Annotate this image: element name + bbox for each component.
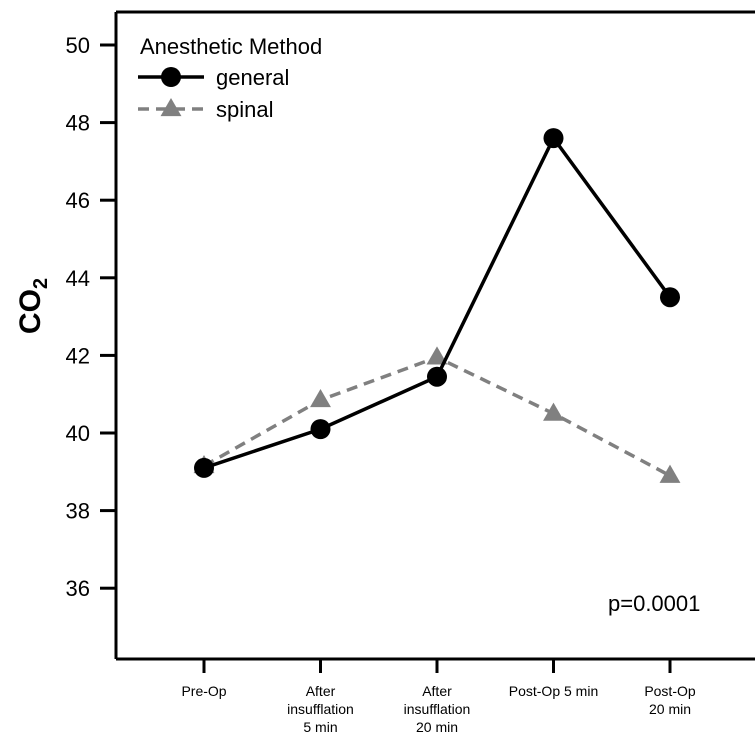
legend-title: Anesthetic Method — [140, 34, 322, 59]
x-tick-label-line: After — [422, 683, 452, 699]
x-tick-label-line: Pre-Op — [181, 683, 226, 699]
y-axis-label: CO2 — [14, 278, 52, 334]
legend-item-spinal: spinal — [138, 97, 273, 122]
y-tick-label-38: 38 — [66, 499, 90, 524]
point-general-4 — [660, 287, 680, 308]
legend-item-general: general — [138, 65, 289, 90]
y-tick-label-44: 44 — [66, 266, 90, 291]
point-general-0 — [194, 457, 214, 478]
x-tick-label-line: 20 min — [416, 719, 458, 735]
point-spinal-2 — [426, 346, 448, 365]
y-tick-label-36: 36 — [66, 576, 90, 601]
x-tick-label-line: After — [306, 683, 336, 699]
point-spinal-3 — [543, 402, 564, 421]
y-axis-label-subscript: 2 — [30, 278, 52, 289]
point-general-1 — [310, 419, 331, 440]
legend-marker-spinal — [160, 98, 182, 117]
y-axis-label-main: CO — [14, 289, 47, 334]
legend-label-general: general — [216, 65, 289, 90]
x-tick-label-1: After insufflation 5 min — [287, 683, 354, 735]
series-general — [194, 128, 680, 478]
point-spinal-4 — [659, 464, 681, 483]
y-axis: 36 38 40 42 44 46 48 50 — [66, 33, 116, 601]
x-tick-label-line: insufflation — [404, 701, 471, 717]
legend-marker-general — [161, 67, 181, 87]
x-tick-label-line: insufflation — [287, 701, 354, 717]
series-line-general — [203, 134, 672, 470]
x-tick-label-4: Post-Op 20 min — [644, 683, 696, 717]
plot-frame — [114, 10, 755, 661]
x-tick-label-line: Post-Op 5 min — [509, 683, 598, 699]
y-tick-label-50: 50 — [66, 33, 90, 58]
y-tick-label-46: 46 — [66, 188, 90, 213]
point-spinal-1 — [310, 389, 331, 408]
p-value-annotation: p=0.0001 — [608, 591, 700, 616]
legend-label-spinal: spinal — [216, 97, 273, 122]
x-tick-label-line: 5 min — [303, 719, 337, 735]
point-general-3 — [543, 128, 564, 149]
x-tick-label-2: After insufflation 20 min — [404, 683, 471, 735]
x-tick-label-0: Pre-Op — [181, 683, 226, 699]
point-general-2 — [427, 366, 447, 387]
y-tick-label-40: 40 — [66, 421, 90, 446]
series-layer — [193, 128, 681, 483]
y-tick-label-42: 42 — [66, 343, 90, 368]
x-tick-label-3: Post-Op 5 min — [509, 683, 598, 699]
legend: Anesthetic Method general spinal — [138, 34, 322, 122]
y-tick-label-48: 48 — [66, 111, 90, 136]
x-tick-label-line: Post-Op — [644, 683, 696, 699]
x-axis: Pre-Op After insufflation 5 min After insuffl… — [181, 659, 696, 735]
legend-items: general spinal — [138, 65, 289, 122]
x-tick-label-line: 20 min — [649, 701, 691, 717]
